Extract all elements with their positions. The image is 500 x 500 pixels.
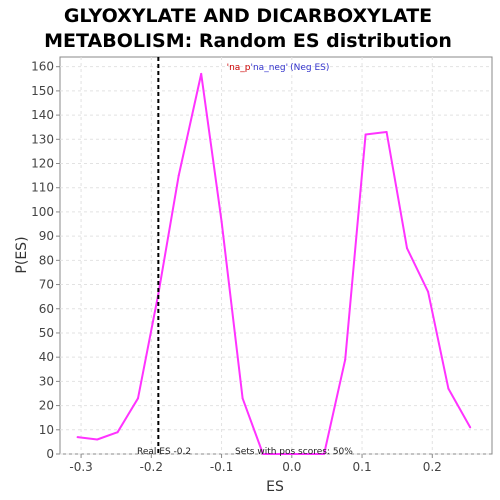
y-tick-label: 120 bbox=[31, 157, 54, 171]
pos-scores-annotation: Sets with pos scores: 50% bbox=[235, 447, 353, 457]
legend-part2: 'na_neg' bbox=[251, 63, 289, 73]
data-point bbox=[76, 436, 79, 439]
data-point bbox=[282, 453, 285, 455]
real-es-annotation: Real ES -0.2 bbox=[137, 447, 191, 457]
x-tick-label: -0.3 bbox=[69, 460, 92, 474]
data-point bbox=[406, 247, 408, 250]
x-tick-label: -0.1 bbox=[210, 460, 233, 474]
y-tick-label: 110 bbox=[31, 181, 54, 195]
y-tick-label: 100 bbox=[31, 205, 54, 219]
data-point bbox=[262, 453, 264, 455]
data-point bbox=[116, 431, 119, 434]
y-tick-label: 50 bbox=[39, 326, 54, 340]
y-tick-label: 40 bbox=[39, 350, 54, 364]
y-tick-label: 10 bbox=[39, 423, 54, 437]
legend-part1: 'na_p bbox=[227, 63, 251, 73]
y-tick-label: 60 bbox=[39, 302, 54, 316]
y-axis-label: P(ES) bbox=[14, 236, 30, 273]
x-tick-label: 0.0 bbox=[282, 460, 301, 474]
y-tick-label: 0 bbox=[46, 447, 54, 461]
data-point bbox=[385, 131, 388, 133]
legend: 'na_p'na_neg' (Neg ES) bbox=[227, 63, 330, 73]
data-point bbox=[302, 453, 305, 455]
x-tick-label: -0.2 bbox=[140, 460, 163, 474]
data-point bbox=[469, 426, 472, 429]
series-layer bbox=[76, 72, 472, 455]
data-point bbox=[177, 174, 180, 177]
data-point bbox=[344, 358, 347, 361]
y-tick-label: 20 bbox=[39, 399, 54, 413]
x-axis-ticks: -0.3 -0.2 -0.1 0.0 0.1 0.2 bbox=[69, 454, 442, 474]
data-point bbox=[96, 438, 99, 441]
data-point bbox=[364, 133, 367, 136]
data-point bbox=[447, 387, 450, 390]
plot-area bbox=[59, 56, 493, 455]
y-tick-label: 90 bbox=[39, 229, 54, 243]
y-tick-label: 130 bbox=[31, 132, 54, 146]
y-tick-label: 70 bbox=[39, 278, 54, 292]
data-point bbox=[200, 72, 203, 75]
x-axis-label: ES bbox=[266, 479, 284, 495]
data-point bbox=[241, 397, 244, 400]
x-tick-label: 0.2 bbox=[423, 460, 442, 474]
data-point bbox=[427, 290, 430, 293]
legend-part3: (Neg ES) bbox=[290, 63, 329, 73]
y-tick-label: 160 bbox=[31, 60, 54, 74]
chart-title-line2: METABOLISM: Random ES distribution bbox=[44, 30, 452, 52]
data-point bbox=[137, 397, 139, 400]
y-axis-ticks: 0 10 20 30 40 50 60 70 80 90 100 110 120 130 140 150 160 bbox=[31, 60, 60, 461]
grid bbox=[60, 57, 492, 455]
data-point bbox=[220, 220, 223, 223]
series-line bbox=[77, 72, 472, 455]
y-tick-label: 150 bbox=[31, 84, 54, 98]
y-tick-label: 80 bbox=[39, 253, 54, 267]
x-tick-label: 0.1 bbox=[353, 460, 372, 474]
data-point bbox=[323, 453, 326, 455]
y-tick-label: 140 bbox=[31, 108, 54, 122]
chart-title-line1: GLYOXYLATE AND DICARBOXYLATE bbox=[64, 5, 432, 27]
data-point bbox=[157, 293, 160, 296]
y-tick-label: 30 bbox=[39, 374, 54, 388]
